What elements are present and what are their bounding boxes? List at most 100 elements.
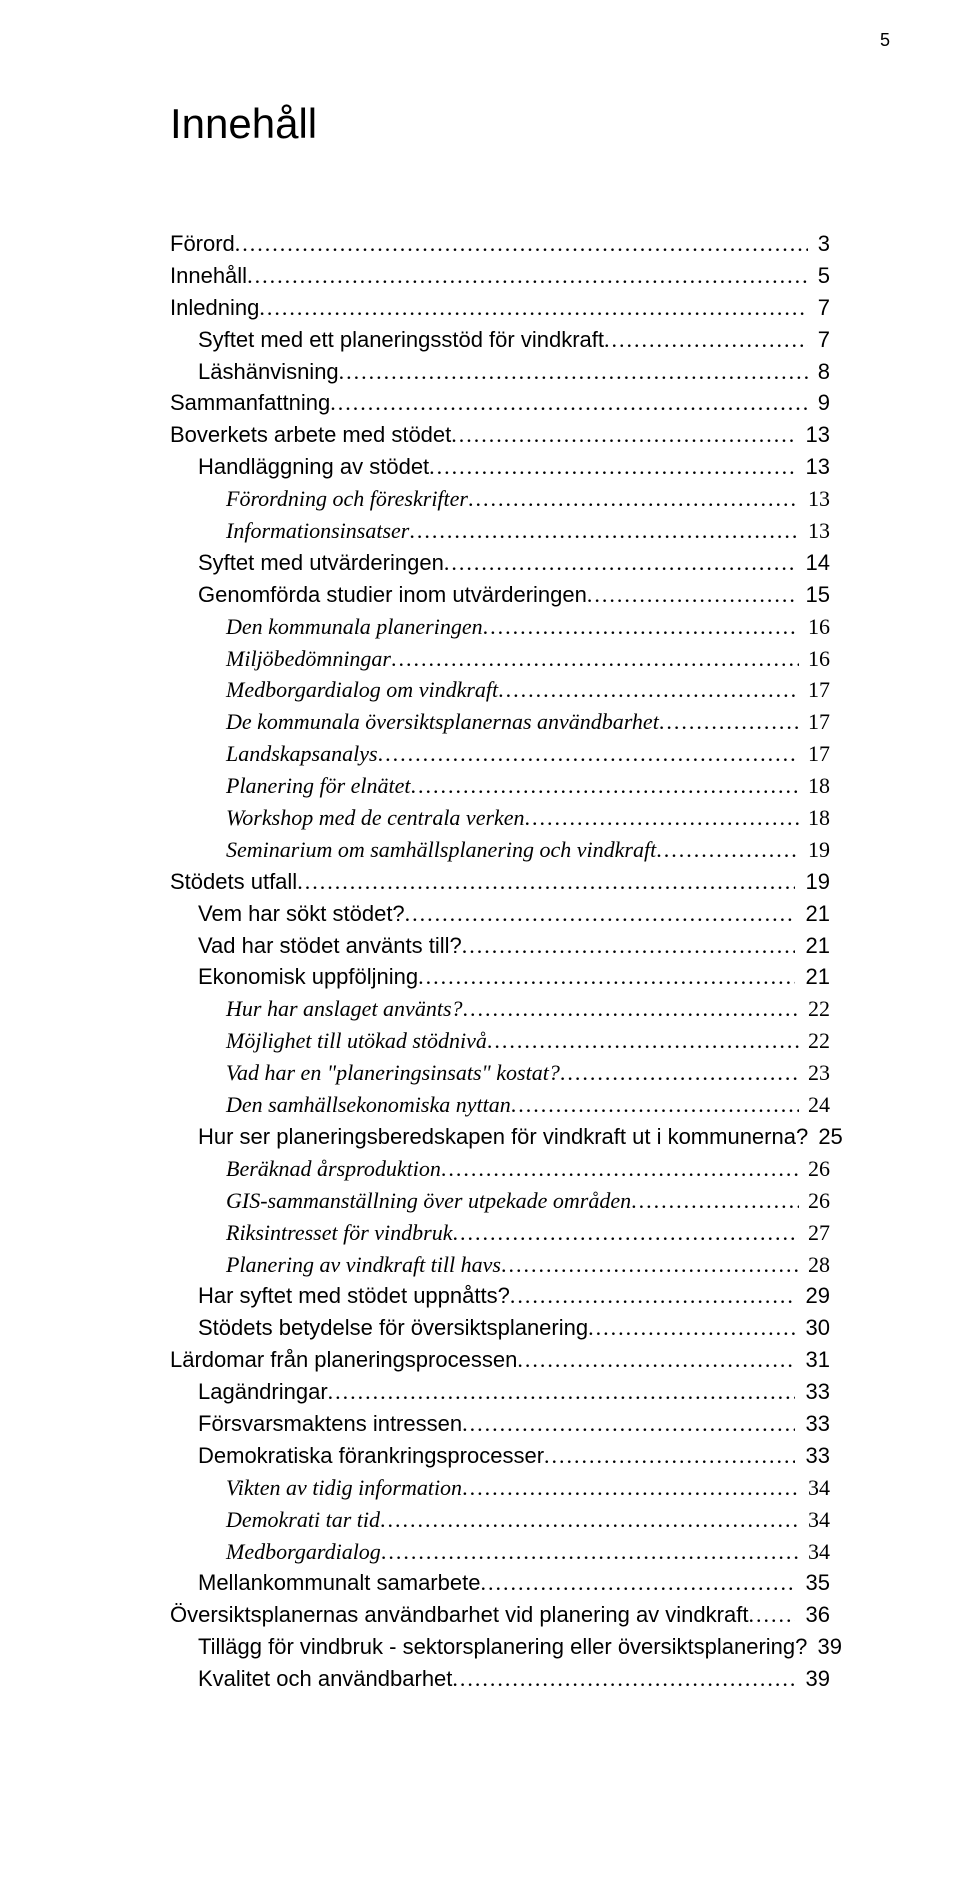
toc-entry-page: 39 [795, 1663, 830, 1695]
toc-entry-label: GIS-sammanställning över utpekade område… [226, 1185, 631, 1217]
toc-entry: Förordning och föreskrifter.............… [170, 483, 830, 515]
toc-entry: Tillägg för vindbruk - sektorsplanering … [170, 1631, 830, 1663]
toc-leader: ........................................… [748, 1599, 795, 1631]
toc-entry: Hur har anslaget använts?...............… [170, 993, 830, 1025]
toc-leader: ........................................… [659, 706, 799, 738]
toc-leader: ........................................… [480, 1567, 795, 1599]
toc-entry-label: Miljöbedömningar [226, 643, 391, 675]
toc-leader: ........................................… [468, 483, 799, 515]
toc-entry: Informationsinsatser....................… [170, 515, 830, 547]
toc-entry: Seminarium om samhällsplanering och vind… [170, 834, 830, 866]
toc-entry-page: 34 [799, 1472, 831, 1504]
toc-leader: ........................................… [560, 1057, 799, 1089]
toc-entry-label: Ekonomisk uppföljning [198, 961, 418, 993]
toc-leader: ........................................… [247, 260, 808, 292]
toc-entry-page: 3 [808, 228, 830, 260]
toc-entry-label: Möjlighet till utökad stödnivå [226, 1025, 487, 1057]
toc-leader: ........................................… [631, 1185, 798, 1217]
toc-entry: Demokratiska förankringsprocesser.......… [170, 1440, 830, 1472]
toc-entry-label: Workshop med de centrala verken [226, 802, 525, 834]
toc-entry-page: 34 [799, 1504, 831, 1536]
toc-entry-page: 21 [795, 961, 830, 993]
toc-entry-page: 7 [808, 292, 830, 324]
toc-entry: Stödets betydelse för översiktsplanering… [170, 1312, 830, 1344]
toc-entry: Boverkets arbete med stödet.............… [170, 419, 830, 451]
toc-entry-page: 13 [799, 483, 831, 515]
toc-entry: Inledning...............................… [170, 292, 830, 324]
toc-entry-label: Riksintresset för vindbruk [226, 1217, 453, 1249]
toc-entry-page: 17 [799, 674, 831, 706]
toc-entry: Innehåll................................… [170, 260, 830, 292]
toc-entry: Riksintresset för vindbruk..............… [170, 1217, 830, 1249]
toc-entry-label: Översiktsplanernas användbarhet vid plan… [170, 1599, 748, 1631]
toc-entry-label: Läshänvisning [198, 356, 339, 388]
toc-leader: ........................................… [511, 1089, 799, 1121]
toc-entry-page: 34 [799, 1536, 831, 1568]
toc-entry-page: 18 [799, 802, 831, 834]
toc-entry: Miljöbedömningar........................… [170, 643, 830, 675]
toc-entry: Den kommunala planeringen...............… [170, 611, 830, 643]
toc-entry: Planering av vindkraft till havs........… [170, 1249, 830, 1281]
toc-entry-label: Beräknad årsproduktion [226, 1153, 441, 1185]
toc-leader: ........................................… [463, 993, 799, 1025]
toc-entry-page: 26 [799, 1185, 831, 1217]
toc-leader: ........................................… [380, 1504, 799, 1536]
toc-entry-page: 19 [799, 834, 831, 866]
toc-entry-page: 22 [799, 1025, 831, 1057]
toc-entry-label: Lärdomar från planeringsprocessen [170, 1344, 517, 1376]
toc-leader: ........................................… [297, 866, 795, 898]
toc-leader: ........................................… [405, 898, 796, 930]
toc-entry: Hur ser planeringsberedskapen för vindkr… [170, 1121, 830, 1153]
toc-entry-page: 15 [795, 579, 830, 611]
toc-leader: ........................................… [418, 961, 795, 993]
page-number: 5 [880, 30, 890, 51]
toc-entry-label: Vem har sökt stödet? [198, 898, 405, 930]
toc-leader: ........................................… [498, 674, 798, 706]
toc-entry: De kommunala översiktsplanernas användba… [170, 706, 830, 738]
toc-entry-label: Innehåll [170, 260, 247, 292]
toc-entry: Beräknad årsproduktion..................… [170, 1153, 830, 1185]
toc-leader: ........................................… [328, 1376, 796, 1408]
toc-leader: ........................................… [381, 1536, 799, 1568]
toc-entry-page: 27 [799, 1217, 831, 1249]
toc-entry-page: 14 [795, 547, 830, 579]
toc-entry-label: Planering av vindkraft till havs [226, 1249, 501, 1281]
toc-entry-page: 17 [799, 706, 831, 738]
toc-entry-page: 25 [808, 1121, 843, 1153]
toc-leader: ........................................… [510, 1280, 796, 1312]
toc-entry-label: Den samhällsekonomiska nyttan [226, 1089, 511, 1121]
toc-entry: Demokrati tar tid.......................… [170, 1504, 830, 1536]
toc-entry-page: 9 [808, 387, 830, 419]
toc-entry: Sammanfattning..........................… [170, 387, 830, 419]
toc-entry-label: Tillägg för vindbruk - sektorsplanering … [198, 1631, 807, 1663]
toc-entry-label: Inledning [170, 292, 259, 324]
toc-entry: Kvalitet och användbarhet...............… [170, 1663, 830, 1695]
toc-entry-label: Medborgardialog [226, 1536, 381, 1568]
toc-entry: Landskapsanalys.........................… [170, 738, 830, 770]
toc-entry-page: 16 [799, 643, 831, 675]
toc-entry: Vikten av tidig information.............… [170, 1472, 830, 1504]
toc-leader: ........................................… [453, 1217, 799, 1249]
toc-entry-label: Har syftet med stödet uppnåtts? [198, 1280, 510, 1312]
toc-entry-label: Syftet med ett planeringsstöd för vindkr… [198, 324, 604, 356]
toc-leader: ........................................… [411, 770, 799, 802]
toc-entry-label: Seminarium om samhällsplanering och vind… [226, 834, 656, 866]
toc-leader: ........................................… [587, 579, 796, 611]
table-of-contents: Förord..................................… [170, 228, 830, 1695]
toc-entry-page: 28 [799, 1249, 831, 1281]
toc-entry-label: De kommunala översiktsplanernas användba… [226, 706, 659, 738]
toc-entry: Försvarsmaktens intressen...............… [170, 1408, 830, 1440]
toc-entry: Lärdomar från planeringsprocessen.......… [170, 1344, 830, 1376]
toc-entry-label: Informationsinsatser [226, 515, 409, 547]
toc-leader: ........................................… [483, 611, 799, 643]
toc-entry-page: 29 [795, 1280, 830, 1312]
toc-entry-label: Stödets utfall [170, 866, 297, 898]
toc-entry: Medborgardialog om vindkraft............… [170, 674, 830, 706]
toc-entry: Planering för elnätet...................… [170, 770, 830, 802]
toc-entry-page: 8 [808, 356, 830, 388]
toc-entry: Möjlighet till utökad stödnivå..........… [170, 1025, 830, 1057]
toc-entry-page: 22 [799, 993, 831, 1025]
toc-entry-label: Vikten av tidig information [226, 1472, 462, 1504]
toc-entry: Lagändringar............................… [170, 1376, 830, 1408]
toc-entry: Den samhällsekonomiska nyttan...........… [170, 1089, 830, 1121]
